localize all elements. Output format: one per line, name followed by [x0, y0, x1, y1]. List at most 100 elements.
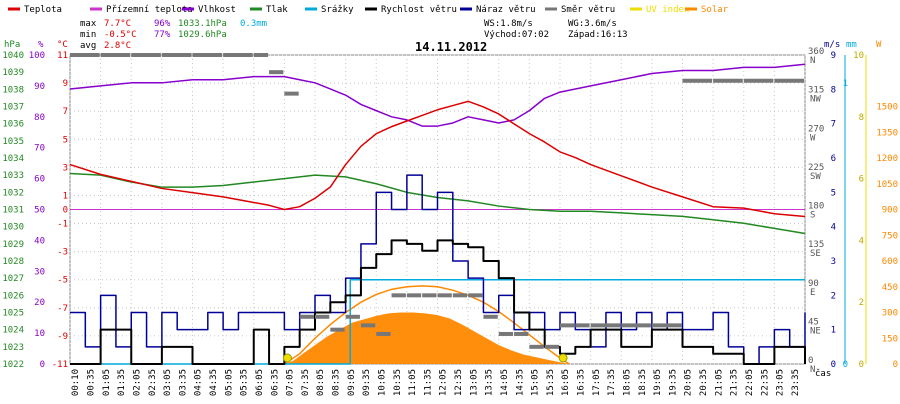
- x-tick-label: 00:10: [71, 369, 81, 396]
- w-tick: 450: [882, 283, 898, 293]
- percent-unit: %: [38, 40, 44, 50]
- x-tick-label: 01:05: [102, 369, 112, 396]
- x-tick-label: 09:05: [347, 369, 357, 396]
- celsius-tick: -9: [57, 332, 68, 342]
- hpa-tick: 1023: [2, 343, 24, 353]
- x-tick-label: 11:35: [423, 369, 433, 396]
- percent-tick: 90: [34, 82, 45, 92]
- hpa-tick: 1036: [2, 120, 24, 130]
- hpa-tick: 1027: [2, 274, 24, 284]
- hpa-tick: 1029: [2, 240, 24, 250]
- hpa-tick: 1039: [2, 68, 24, 78]
- hpa-tick: 1026: [2, 291, 24, 301]
- w-tick: 1500: [876, 103, 898, 113]
- uv-tick: 6: [859, 175, 864, 185]
- celsius-tick: 5: [63, 135, 68, 145]
- legend-label-naraz: Náraz větru: [476, 5, 536, 15]
- hpa-tick: 1030: [2, 223, 24, 233]
- direction-name: NW: [810, 95, 821, 105]
- hpa-tick: 1035: [2, 137, 24, 147]
- stat-max-temp: 7.7°C: [104, 19, 131, 29]
- hpa-tick: 1032: [2, 188, 24, 198]
- ms-tick: 5: [831, 188, 836, 198]
- w-tick: 1200: [876, 154, 898, 164]
- x-tick-label: 21:05: [714, 369, 724, 396]
- ms-tick: 1: [831, 326, 836, 336]
- celsius-tick: -1: [57, 220, 68, 230]
- x-tick-label: 04:35: [209, 369, 219, 396]
- x-tick-label: 07:35: [301, 369, 311, 396]
- stat-sunrise: Východ:07:02: [484, 30, 549, 40]
- hpa-tick: 1040: [2, 51, 24, 61]
- stat-min-press: 1029.6hPa: [178, 30, 227, 40]
- x-tick-label: 15:35: [546, 369, 556, 396]
- teplota-line: [69, 100, 806, 218]
- stat-wg: WG:3.6m/s: [568, 19, 617, 29]
- legend-label-vlhkost: Vlhkost: [198, 5, 236, 15]
- x-tick-label: 17:05: [592, 369, 602, 396]
- ms-tick: 4: [831, 223, 836, 233]
- rychlost-line: [70, 239, 806, 365]
- x-tick-label: 17:35: [607, 369, 617, 396]
- hpa-tick: 1038: [2, 85, 24, 95]
- hpa-unit: hPa: [4, 40, 20, 50]
- uv-marker: [282, 353, 292, 363]
- x-tick-label: 07:05: [286, 369, 296, 396]
- direction-tick: 135: [808, 240, 824, 250]
- stat-ws: WS:1.8m/s: [484, 19, 533, 29]
- legend-label-prizemni: Přízemní teplota: [106, 5, 193, 15]
- percent-tick: 10: [34, 329, 45, 339]
- percent-tick: 60: [34, 175, 45, 185]
- stat-sunset: Západ:16:13: [568, 30, 628, 40]
- x-tick-label: 20:35: [699, 369, 709, 396]
- uv-tick: 8: [859, 113, 864, 123]
- w-tick: 0: [893, 360, 898, 370]
- x-tick-label: 00:35: [87, 369, 97, 396]
- direction-name: SE: [810, 249, 821, 259]
- x-tick-label: 01:35: [117, 369, 127, 396]
- percent-tick: 20: [34, 298, 45, 308]
- hpa-tick: 1037: [2, 103, 24, 113]
- solar-area: [284, 312, 570, 364]
- direction-name: NE: [810, 326, 821, 336]
- stat-min-temp: -0.5°C: [104, 30, 137, 40]
- w-tick: 1050: [876, 180, 898, 190]
- direction-name: N: [810, 365, 815, 375]
- x-tick-label: 08:05: [316, 369, 326, 396]
- ms-tick: 7: [831, 120, 836, 130]
- direction-tick: 180: [808, 202, 824, 212]
- celsius-tick: -5: [57, 276, 68, 286]
- w-tick: 900: [882, 206, 898, 216]
- x-tick-label: 18:05: [622, 369, 632, 396]
- x-tick-label: 03:05: [163, 369, 173, 396]
- hpa-tick: 1034: [2, 154, 24, 164]
- x-tick-label: 08:35: [332, 369, 342, 396]
- celsius-tick: 3: [63, 163, 68, 173]
- x-tick-label: 15:05: [531, 369, 541, 396]
- direction-name: N: [810, 56, 815, 66]
- x-tick-label: 10:05: [377, 369, 387, 396]
- x-tick-label: 12:05: [439, 369, 449, 396]
- x-tick-label: 02:35: [148, 369, 158, 396]
- direction-tick: 90: [808, 279, 819, 289]
- direction-name: SW: [810, 172, 821, 182]
- hpa-tick: 1031: [2, 206, 24, 216]
- uv-tick: 4: [859, 236, 864, 246]
- w-tick: 1350: [876, 128, 898, 138]
- direction-tick: 315: [808, 86, 824, 96]
- direction-tick: 0: [808, 356, 813, 366]
- percent-tick: 50: [34, 206, 45, 216]
- vlhkost-line: [69, 63, 806, 127]
- uv-tick: 0: [859, 360, 864, 370]
- x-tick-label: 03:35: [178, 369, 188, 396]
- celsius-tick: 1: [63, 191, 68, 201]
- x-tick-label: 05:05: [224, 369, 234, 396]
- x-tick-label: 21:35: [730, 369, 740, 396]
- celsius-tick: 9: [63, 79, 68, 89]
- legend-label-rychlost: Rychlost větru: [381, 5, 457, 15]
- hpa-tick: 1033: [2, 171, 24, 181]
- percent-tick: 80: [34, 113, 45, 123]
- uv-tick: 2: [859, 298, 864, 308]
- x-tick-label: 04:05: [194, 369, 204, 396]
